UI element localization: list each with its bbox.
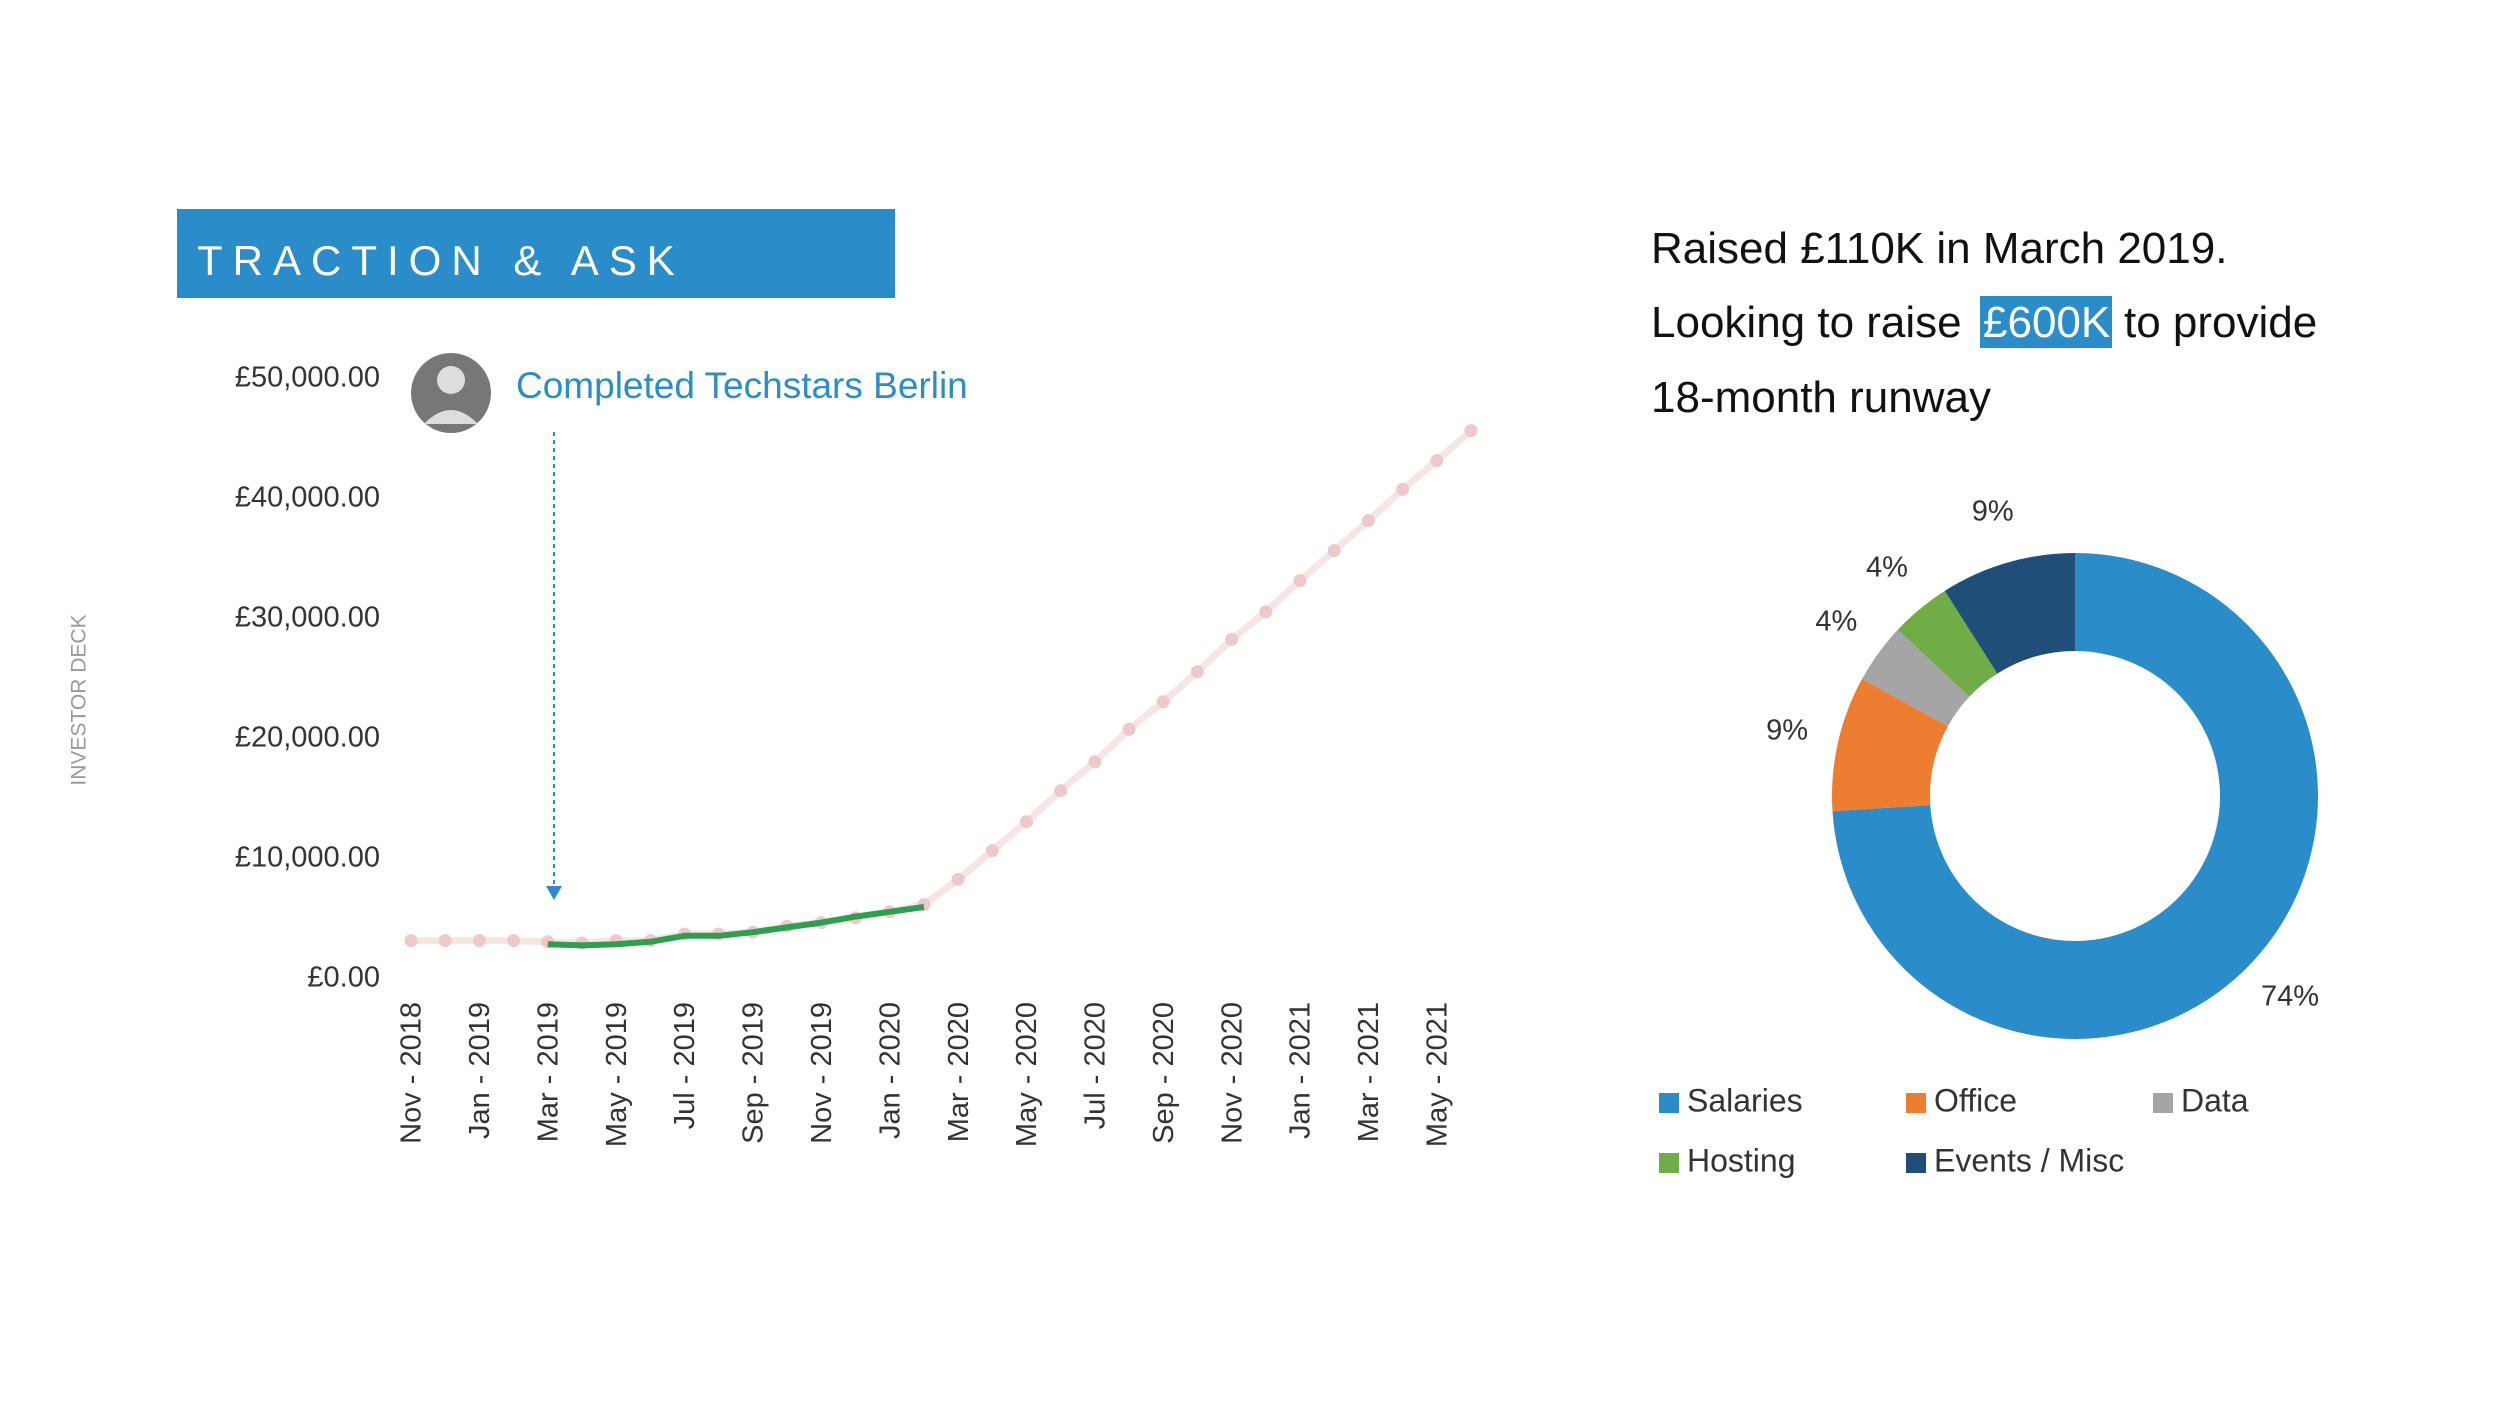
series-dot xyxy=(1361,514,1375,528)
x-tick-label: Jul - 2020 xyxy=(1080,1002,1112,1129)
x-tick-label: Mar - 2020 xyxy=(943,1002,975,1142)
donut-slice xyxy=(1944,553,2075,674)
series-dot xyxy=(1019,815,1033,829)
data-label: 4% xyxy=(1866,551,1908,583)
ask-highlight: £600K xyxy=(1983,298,2110,347)
avatar-body xyxy=(424,410,478,424)
legend-swatch xyxy=(2153,1093,2173,1113)
series-line xyxy=(411,427,1474,947)
series-dot xyxy=(1430,454,1444,468)
donut-slice xyxy=(1832,678,1948,812)
slide-title: TRACTION & ASK xyxy=(197,237,685,284)
series-dot xyxy=(1225,632,1239,646)
highlight-box xyxy=(1980,296,2112,348)
series-dot xyxy=(1293,574,1307,588)
x-tick-label: Sep - 2020 xyxy=(1148,1002,1180,1144)
legend-label: Office xyxy=(1934,1082,2017,1118)
x-tick-label: Nov - 2019 xyxy=(806,1002,838,1144)
x-tick-label: May - 2020 xyxy=(1011,1002,1043,1147)
legend-label: Data xyxy=(2181,1082,2249,1118)
x-tick-label: Mar - 2019 xyxy=(532,1002,564,1142)
series-dot xyxy=(1259,605,1273,619)
y-tick-label: £30,000.00 xyxy=(235,602,380,634)
donut-slice xyxy=(1832,553,2318,1039)
series-dot xyxy=(438,934,452,948)
x-tick-label: May - 2019 xyxy=(601,1002,633,1147)
x-tick-label: Jan - 2020 xyxy=(874,1002,906,1139)
series-dot xyxy=(1190,665,1204,679)
legend-swatch xyxy=(1906,1093,1926,1113)
y-tick-label: £40,000.00 xyxy=(235,482,380,514)
x-tick-label: Nov - 2020 xyxy=(1216,1002,1248,1144)
data-label: 9% xyxy=(1972,495,2014,527)
series-dot xyxy=(1088,755,1102,769)
x-tick-label: May - 2021 xyxy=(1421,1002,1453,1147)
y-tick-label: £50,000.00 xyxy=(235,362,380,394)
legend-label: Hosting xyxy=(1687,1142,1796,1178)
ask-line: Raised £110K in March 2019. xyxy=(1651,224,2227,273)
x-tick-label: Sep - 2019 xyxy=(738,1002,770,1144)
y-tick-label: £20,000.00 xyxy=(235,722,380,754)
series-dot xyxy=(1327,544,1341,558)
legend-swatch xyxy=(1659,1093,1679,1113)
annotation: Completed Techstars Berlin xyxy=(516,365,968,406)
y-tick-label: £10,000.00 xyxy=(235,842,380,874)
donut-slice xyxy=(1862,629,1970,727)
legend-label: Events / Misc xyxy=(1934,1142,2124,1178)
legend-swatch xyxy=(1906,1153,1926,1173)
legend-label: Salaries xyxy=(1687,1082,1803,1118)
ask-line: 18-month runway xyxy=(1651,373,1991,422)
series-dot xyxy=(404,934,418,948)
ask-line: Looking to raise xyxy=(1651,298,1962,347)
series-line xyxy=(547,904,925,949)
series-dot xyxy=(951,872,965,886)
data-label: 9% xyxy=(1766,714,1808,746)
series-dot xyxy=(1122,722,1136,736)
x-tick-label: Mar - 2021 xyxy=(1353,1002,1385,1142)
series-dot xyxy=(1396,482,1410,496)
ask-line: to provide xyxy=(2124,298,2317,347)
series-dot xyxy=(985,844,999,858)
x-tick-label: Jan - 2021 xyxy=(1285,1002,1317,1139)
data-label: 74% xyxy=(2261,981,2319,1013)
series-dot xyxy=(507,934,521,948)
x-tick-label: Nov - 2018 xyxy=(396,1002,428,1144)
donut-slice xyxy=(1897,590,1998,697)
x-tick-label: Jul - 2019 xyxy=(669,1002,701,1129)
legend-swatch xyxy=(1659,1153,1679,1173)
arrow-head xyxy=(546,886,562,900)
data-label: 4% xyxy=(1815,605,1857,637)
series-dot xyxy=(1156,695,1170,709)
series-dot xyxy=(472,934,486,948)
side-label: INVESTOR DECK xyxy=(68,614,91,785)
series-dot xyxy=(1054,784,1068,798)
avatar-head xyxy=(437,366,465,394)
x-tick-label: Jan - 2019 xyxy=(464,1002,496,1139)
y-tick-label: £0.00 xyxy=(307,962,380,994)
series-dot xyxy=(1464,424,1478,438)
title-bar xyxy=(177,209,895,298)
